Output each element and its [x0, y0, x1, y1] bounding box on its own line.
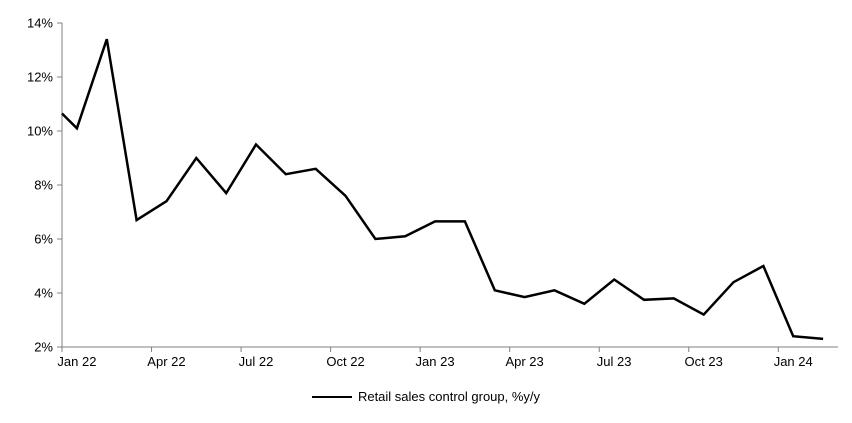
y-tick-label: 6% [34, 232, 53, 247]
y-tick-label: 14% [27, 16, 53, 31]
x-tick-label: Oct 23 [685, 354, 723, 369]
y-tick-label: 2% [34, 340, 53, 355]
y-tick-label: 8% [34, 178, 53, 193]
legend: Retail sales control group, %y/y [0, 389, 852, 404]
y-tick-label: 4% [34, 286, 53, 301]
x-tick-label: Jan 22 [57, 354, 96, 369]
x-tick-label: Oct 22 [326, 354, 364, 369]
x-tick-label: Jan 23 [416, 354, 455, 369]
series-line [61, 38, 824, 341]
y-tick-label: 12% [27, 70, 53, 85]
x-tick-label: Jul 23 [597, 354, 632, 369]
legend-label: Retail sales control group, %y/y [357, 389, 541, 404]
x-tick-label: Jan 24 [774, 354, 813, 369]
x-tick-label: Apr 23 [505, 354, 543, 369]
y-tick-label: 10% [27, 124, 53, 139]
x-tick-label: Apr 22 [147, 354, 185, 369]
legend-line-sample-icon [311, 395, 352, 398]
x-tick-label: Jul 22 [239, 354, 274, 369]
